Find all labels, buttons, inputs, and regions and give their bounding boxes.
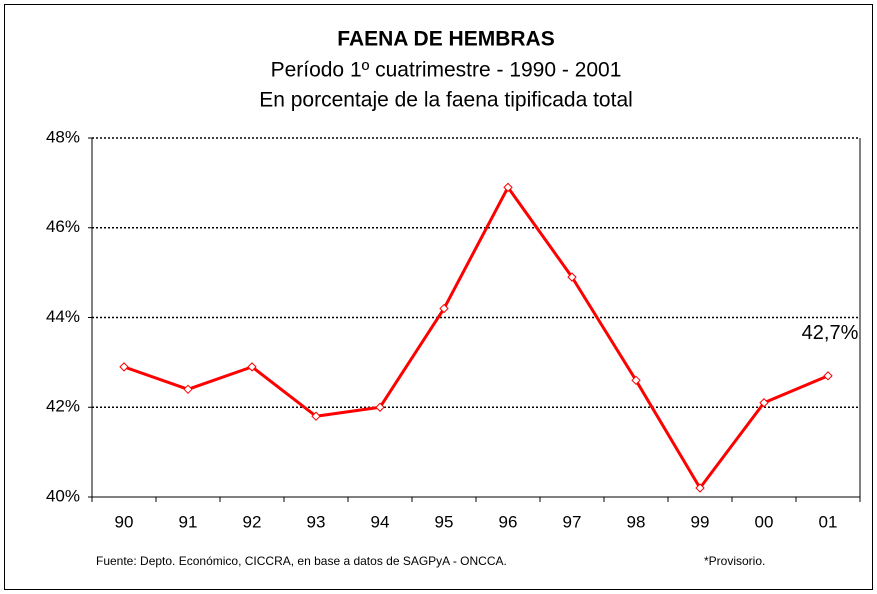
x-tick-label: 00 bbox=[755, 512, 774, 531]
x-tick-label: 98 bbox=[627, 512, 646, 531]
x-tick-label: 94 bbox=[371, 512, 390, 531]
x-tick-label: 97 bbox=[563, 512, 582, 531]
x-tick-label: 92 bbox=[243, 512, 262, 531]
x-tick-label: 96 bbox=[499, 512, 518, 531]
marker bbox=[183, 384, 193, 395]
footnote: *Provisorio. bbox=[704, 554, 765, 568]
x-tick-label: 01 bbox=[819, 512, 838, 531]
marker bbox=[759, 398, 769, 408]
data-label: 42,7% bbox=[802, 322, 859, 344]
marker bbox=[631, 375, 641, 386]
marker bbox=[823, 371, 833, 381]
y-tick-label: 46% bbox=[46, 217, 80, 236]
line bbox=[123, 185, 829, 490]
marker bbox=[311, 411, 321, 421]
x-tick-label: 99 bbox=[691, 512, 710, 531]
y-tick-label: 48% bbox=[46, 127, 80, 146]
marker bbox=[247, 362, 257, 372]
marker bbox=[503, 182, 513, 193]
y-tick-label: 40% bbox=[46, 486, 80, 505]
y-tick-label: 42% bbox=[46, 397, 80, 416]
source-note: Fuente: Depto. Económico, CICCRA, en bas… bbox=[96, 554, 507, 568]
x-tick-label: 91 bbox=[179, 512, 198, 531]
chart-frame bbox=[4, 4, 873, 590]
marker bbox=[375, 402, 385, 412]
marker bbox=[439, 303, 449, 314]
chart-subtitle: Período 1º cuatrimestre - 1990 - 2001 bbox=[271, 59, 622, 82]
x-tick-label: 93 bbox=[307, 512, 326, 531]
x-tick-label: 95 bbox=[435, 512, 454, 531]
marker bbox=[119, 362, 129, 372]
y-tick-label: 44% bbox=[46, 307, 80, 326]
chart-subtitle: En porcentaje de la faena tipificada tot… bbox=[259, 89, 633, 112]
x-tick-label: 90 bbox=[115, 512, 134, 531]
marker bbox=[567, 272, 577, 282]
marker bbox=[695, 483, 705, 493]
chart-title: FAENA DE HEMBRAS bbox=[337, 28, 554, 51]
